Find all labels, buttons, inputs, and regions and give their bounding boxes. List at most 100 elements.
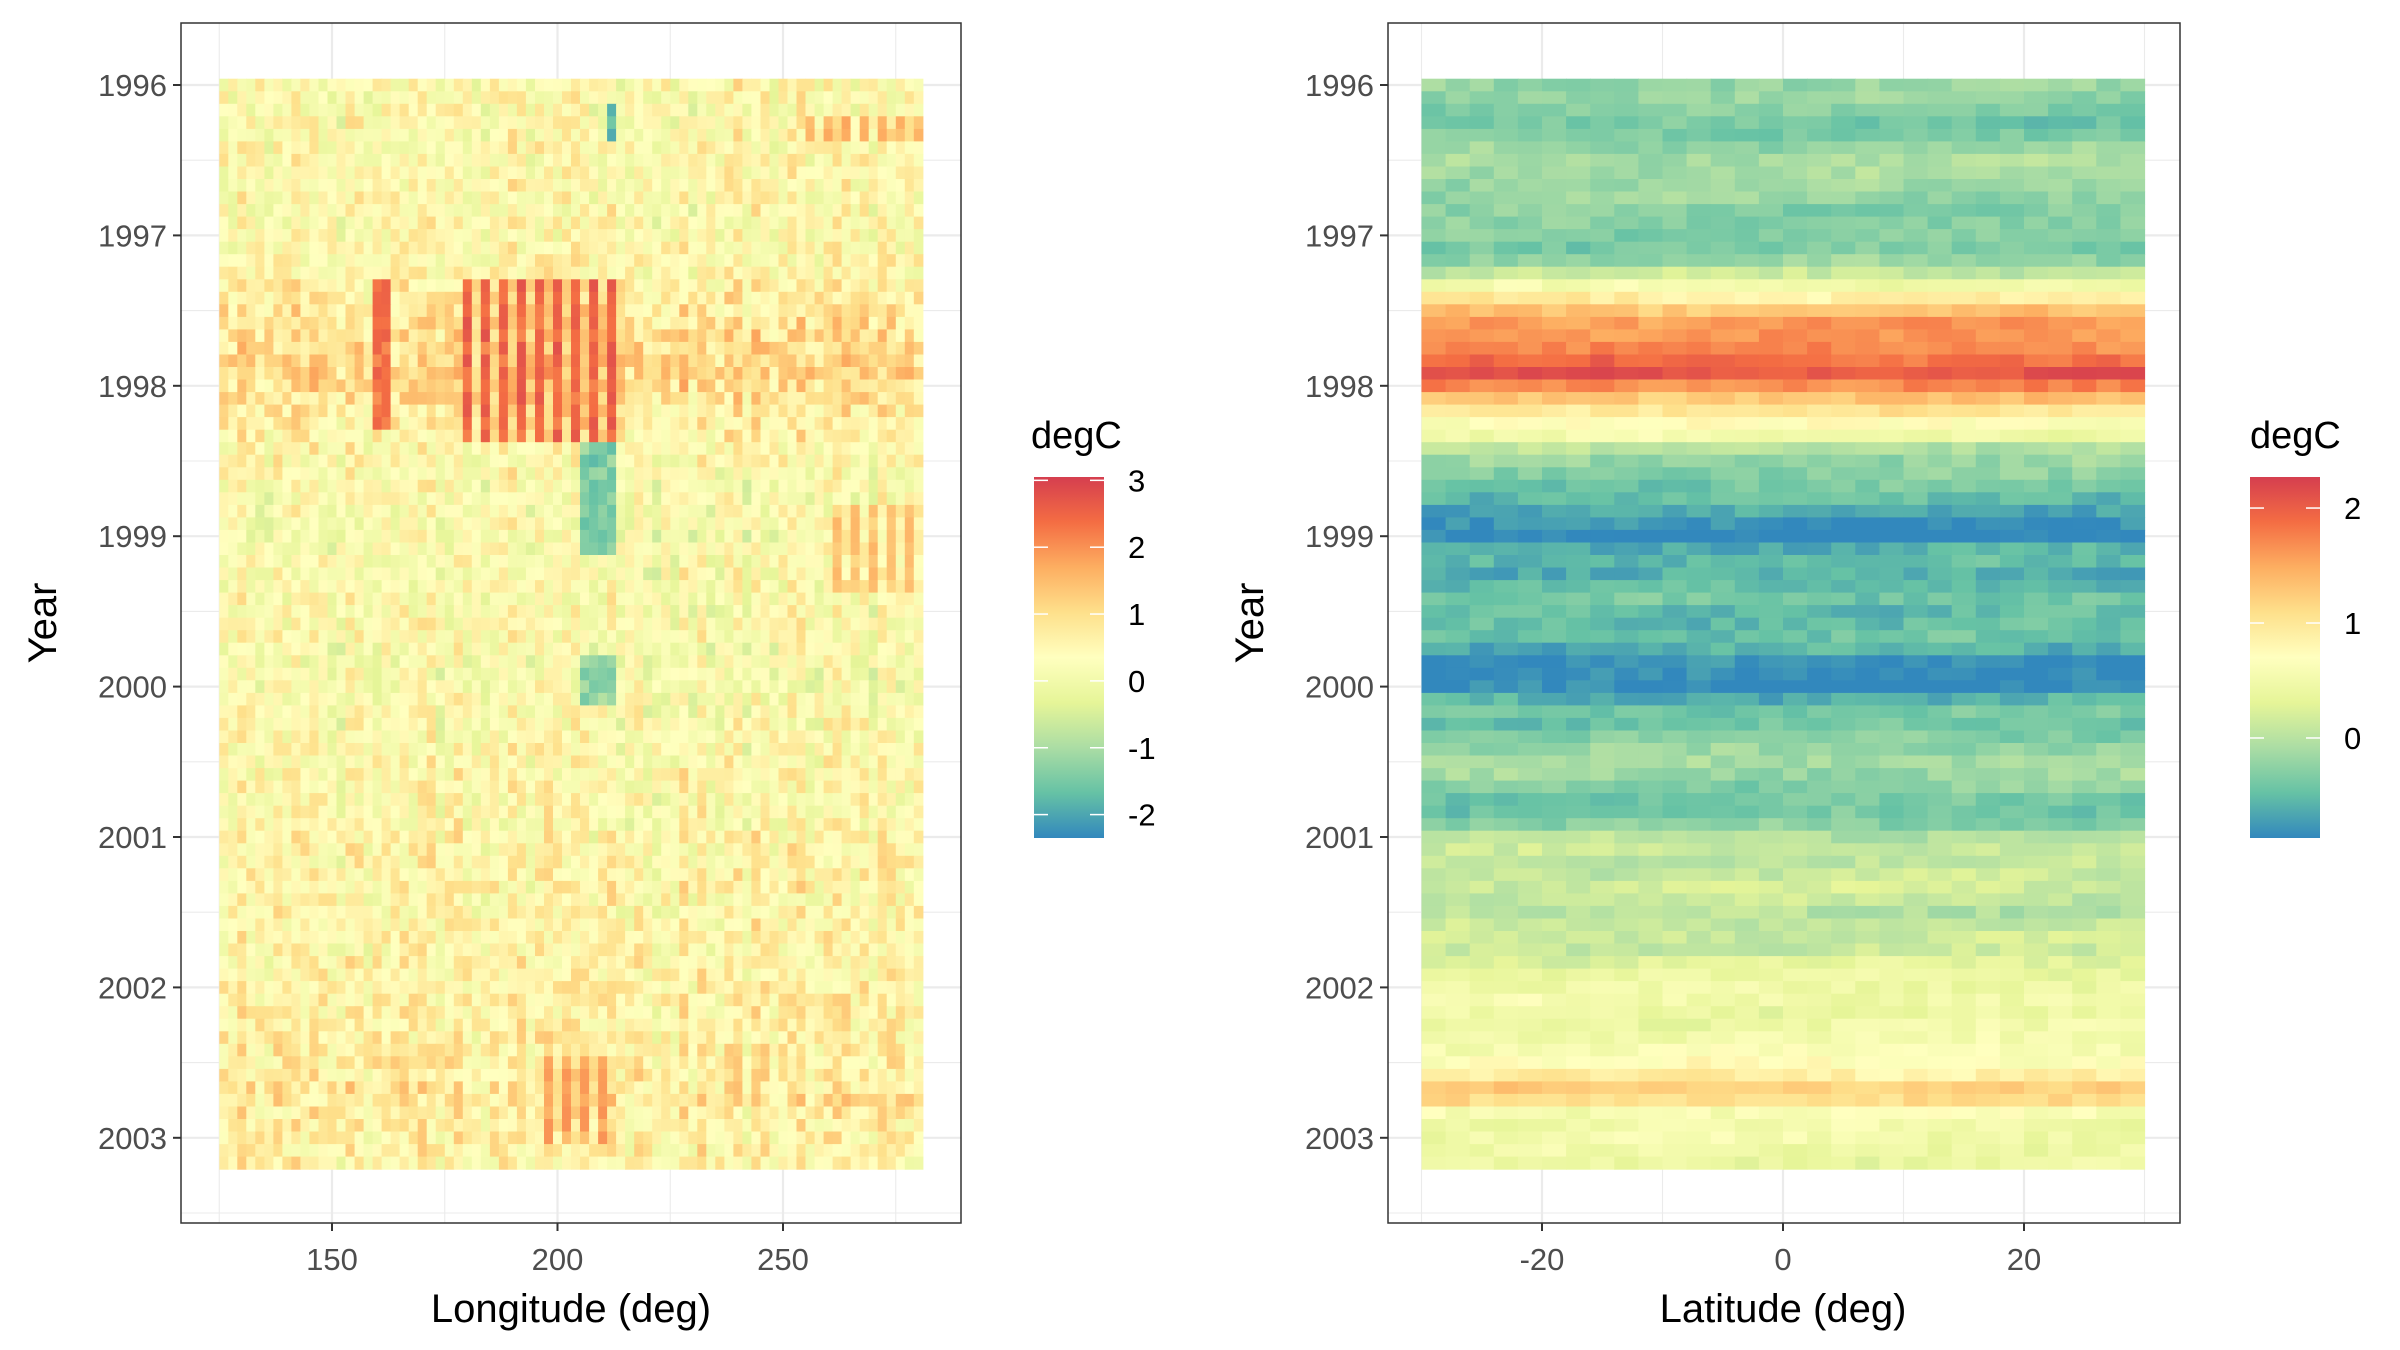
heatmap-cell <box>372 705 383 719</box>
heatmap-cell <box>760 204 771 218</box>
heatmap-cell <box>264 492 274 506</box>
heatmap-cell <box>724 805 734 819</box>
heatmap-cell <box>435 868 446 882</box>
heatmap-cell <box>246 542 256 556</box>
heatmap-cell <box>877 442 888 456</box>
heatmap-cell <box>300 855 310 869</box>
heatmap-cell <box>354 580 365 594</box>
heatmap-cell <box>273 617 283 631</box>
heatmap-cell <box>715 642 725 656</box>
heatmap-cell <box>544 555 554 569</box>
heatmap-cell <box>318 204 329 218</box>
heatmap-cell <box>850 655 861 669</box>
heatmap-cell <box>264 429 274 443</box>
heatmap-cell <box>616 379 626 393</box>
heatmap-cell <box>390 379 401 393</box>
heatmap-cell <box>913 504 924 518</box>
heatmap-cell <box>877 642 888 656</box>
heatmap-cell <box>246 454 256 468</box>
heatmap-cell <box>507 241 518 255</box>
heatmap-cell <box>535 843 545 857</box>
heatmap-cell <box>733 103 743 117</box>
heatmap-cell <box>255 517 265 531</box>
heatmap-cell <box>823 768 834 782</box>
heatmap-cell <box>417 743 428 757</box>
heatmap-cell <box>895 191 906 205</box>
heatmap-cell <box>679 78 689 92</box>
heatmap-cell <box>733 868 743 882</box>
heatmap-cell <box>408 241 419 255</box>
heatmap-cell <box>381 404 392 418</box>
heatmap-cell <box>895 392 906 406</box>
heatmap-cell <box>706 341 716 355</box>
heatmap-cell <box>228 479 238 493</box>
heatmap-cell <box>706 717 716 731</box>
heatmap-cell <box>715 868 725 882</box>
heatmap-cell <box>724 517 734 531</box>
heatmap-cell <box>787 304 798 318</box>
heatmap-cell <box>616 316 626 330</box>
heatmap-cell <box>580 717 590 731</box>
heatmap-cell <box>769 229 780 243</box>
heatmap-cell <box>453 454 464 468</box>
heatmap-cell <box>453 492 464 506</box>
heatmap-cell <box>571 429 581 443</box>
heatmap-cell <box>435 479 446 493</box>
heatmap-cell <box>525 680 536 694</box>
heatmap-cell <box>607 605 617 619</box>
heatmap-cell <box>913 279 924 293</box>
heatmap-cell <box>778 567 789 581</box>
heatmap-cell <box>760 504 771 518</box>
heatmap-cell <box>489 743 500 757</box>
heatmap-cell <box>904 91 915 105</box>
heatmap-cell <box>715 743 725 757</box>
heatmap-cell <box>688 843 698 857</box>
heatmap-cell <box>381 843 392 857</box>
heatmap-cell <box>841 818 852 832</box>
heatmap-cell <box>580 680 590 694</box>
heatmap-cell <box>913 91 924 105</box>
heatmap-cell <box>462 868 473 882</box>
heatmap-cell <box>580 830 590 844</box>
heatmap-cell <box>751 517 761 531</box>
heatmap-cell <box>661 442 671 456</box>
heatmap-cell <box>679 417 689 431</box>
heatmap-cell <box>670 367 680 381</box>
heatmap-cell <box>796 805 807 819</box>
heatmap-cell <box>787 730 798 744</box>
heatmap-cell <box>273 103 283 117</box>
heatmap-cell <box>336 617 347 631</box>
heatmap-cell <box>805 442 816 456</box>
heatmap-cell <box>679 254 689 268</box>
heatmap-cell <box>886 830 897 844</box>
heatmap-cell <box>697 429 707 443</box>
heatmap-cell <box>480 529 491 543</box>
heatmap-cell <box>877 354 888 368</box>
heatmap-cell <box>291 855 301 869</box>
heatmap-cell <box>354 166 365 180</box>
heatmap-cell <box>724 204 734 218</box>
heatmap-cell <box>562 705 572 719</box>
heatmap-cell <box>255 204 265 218</box>
heatmap-cell <box>525 279 536 293</box>
heatmap-cell <box>535 367 545 381</box>
heatmap-cell <box>778 617 789 631</box>
heatmap-cell <box>264 103 274 117</box>
heatmap-cell <box>363 642 374 656</box>
heatmap-cell <box>417 855 428 869</box>
heatmap-cell <box>823 667 834 681</box>
heatmap-cell <box>246 204 256 218</box>
heatmap-cell <box>886 805 897 819</box>
heatmap-cell <box>489 517 500 531</box>
heatmap-cell <box>895 843 906 857</box>
heatmap-cell <box>480 354 491 368</box>
heatmap-cell <box>372 542 383 556</box>
heatmap-cell <box>724 630 734 644</box>
heatmap-cell <box>525 567 536 581</box>
heatmap-cell <box>571 291 581 305</box>
heatmap-cell <box>489 705 500 719</box>
heatmap-cell <box>571 179 581 193</box>
heatmap-cell <box>661 291 671 305</box>
heatmap-cell <box>616 868 626 882</box>
heatmap-cell <box>814 805 825 819</box>
